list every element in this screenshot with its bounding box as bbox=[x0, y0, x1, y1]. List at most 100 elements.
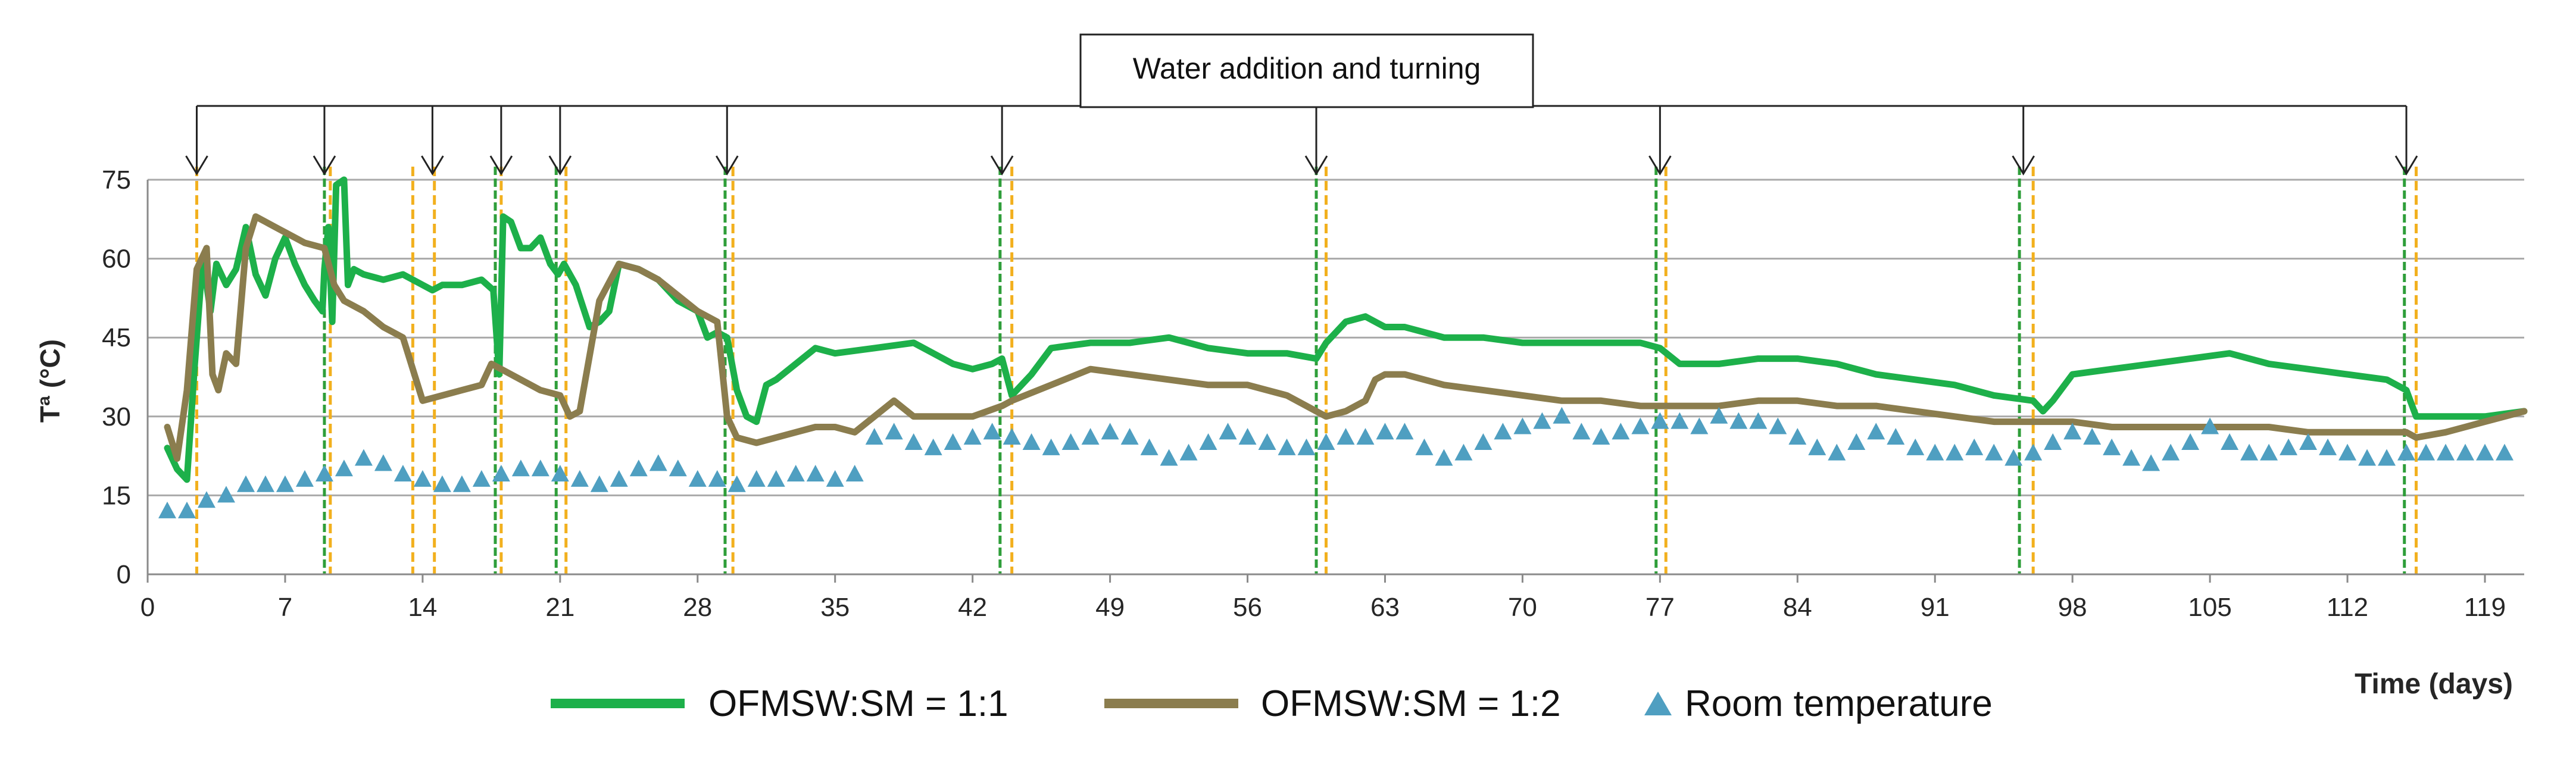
room-temp-point bbox=[2496, 443, 2514, 461]
room-temp-point bbox=[649, 454, 667, 471]
room-temp-point bbox=[845, 465, 864, 482]
room-temp-point bbox=[806, 465, 825, 482]
annotation-arrowhead bbox=[548, 155, 572, 176]
room-temp-point bbox=[2044, 433, 2062, 450]
legend: OFMSW:SM = 1:1 OFMSW:SM = 1:2 Room tempe… bbox=[551, 683, 1993, 724]
x-tick-label: 28 bbox=[683, 593, 712, 622]
x-tick-label: 42 bbox=[958, 593, 987, 622]
room-temp-point bbox=[1415, 438, 1434, 455]
room-temp-point bbox=[2437, 443, 2455, 461]
room-temp-point bbox=[2142, 454, 2160, 471]
y-axis-title: Tª (°C) bbox=[35, 339, 65, 423]
room-temp-point bbox=[944, 433, 962, 450]
room-temp-point bbox=[1690, 417, 1709, 434]
annotation-arrowhead bbox=[2394, 155, 2418, 176]
room-temp-point bbox=[1965, 438, 1984, 455]
room-temp-point bbox=[767, 470, 785, 487]
room-temp-point bbox=[531, 459, 549, 477]
room-temp-point bbox=[983, 423, 1001, 440]
x-tick-label: 21 bbox=[545, 593, 574, 622]
room-temp-point bbox=[1729, 412, 1748, 429]
room-temp-point bbox=[1553, 406, 1571, 424]
room-temp-point bbox=[2024, 443, 2043, 461]
axes: 0 15 30 45 60 75 0 7 14 21 28 35 42 49 56 63 70 77 84 91 98 1… bbox=[102, 165, 2524, 622]
room-temp-point bbox=[1808, 438, 1826, 455]
room-temp-point bbox=[2260, 443, 2278, 461]
room-temp-point bbox=[590, 475, 608, 492]
annotation-arrowhead bbox=[313, 155, 336, 176]
room-temp-point bbox=[1769, 417, 1787, 434]
x-tick-label: 49 bbox=[1095, 593, 1125, 622]
annotation-arrowhead bbox=[1648, 155, 1672, 176]
room-temp-point bbox=[865, 428, 883, 445]
room-temp-point bbox=[2456, 443, 2475, 461]
room-temp-point bbox=[1278, 438, 1296, 455]
room-temp-point bbox=[1376, 423, 1394, 440]
room-temp-point bbox=[177, 501, 196, 518]
room-temp-point bbox=[2319, 438, 2337, 455]
room-temp-point bbox=[1985, 443, 2003, 461]
room-temp-point bbox=[727, 475, 746, 492]
room-temp-point bbox=[2417, 443, 2436, 461]
gridlines bbox=[148, 179, 2524, 496]
annotation-arrowhead bbox=[1304, 155, 1328, 176]
annotation-arrowhead bbox=[2012, 155, 2035, 176]
x-tick-label: 112 bbox=[2327, 593, 2368, 622]
room-temp-point bbox=[1081, 428, 1100, 445]
x-tick-label: 35 bbox=[820, 593, 850, 622]
room-temp-point bbox=[1317, 433, 1335, 450]
room-temp-point bbox=[2397, 443, 2416, 461]
room-temp-point bbox=[335, 459, 353, 477]
room-temp-point bbox=[1022, 433, 1041, 450]
room-temp-point bbox=[256, 475, 274, 492]
room-temp-point bbox=[2181, 433, 2200, 450]
y-tick-label: 0 bbox=[117, 560, 131, 589]
room-temp-point bbox=[885, 423, 903, 440]
room-temp-point bbox=[1140, 438, 1159, 455]
room-temp-point bbox=[570, 470, 589, 487]
room-temp-point bbox=[1120, 428, 1139, 445]
room-temp-point bbox=[1513, 417, 1532, 434]
room-temp-point bbox=[492, 465, 510, 482]
x-tick-label: 7 bbox=[278, 593, 292, 622]
room-temp-point bbox=[963, 428, 982, 445]
room-temp-point bbox=[1061, 433, 1080, 450]
x-tick-label: 63 bbox=[1370, 593, 1400, 622]
annotation-arrowhead bbox=[990, 155, 1014, 176]
room-temp-point bbox=[1337, 428, 1355, 445]
room-temp-point bbox=[1651, 412, 1669, 429]
room-temp-point bbox=[2162, 443, 2180, 461]
y-tick-label: 45 bbox=[102, 323, 131, 352]
room-temp-point bbox=[2004, 449, 2023, 466]
room-temp-point bbox=[2280, 438, 2298, 455]
room-temp-point bbox=[629, 459, 648, 477]
room-temp-point bbox=[1572, 423, 1591, 440]
room-temp-point bbox=[1494, 423, 1512, 440]
room-temp-point bbox=[1946, 443, 1964, 461]
room-temp-point bbox=[315, 465, 333, 482]
room-temp-point bbox=[1867, 423, 1885, 440]
annotation-arrowhead bbox=[715, 155, 739, 176]
y-tick-label: 60 bbox=[102, 245, 131, 274]
room-temp-point bbox=[2358, 449, 2377, 466]
room-temp-point bbox=[904, 433, 923, 450]
x-tick-label: 119 bbox=[2464, 593, 2506, 622]
x-tick-label: 14 bbox=[408, 593, 437, 622]
room-temp-point bbox=[1828, 443, 1846, 461]
room-temp-point bbox=[551, 465, 569, 482]
room-temp-point bbox=[2338, 443, 2357, 461]
room-temp-point bbox=[2221, 433, 2239, 450]
room-temp-point bbox=[158, 501, 176, 518]
annotation-arrowhead bbox=[421, 155, 444, 176]
room-temp-point bbox=[354, 449, 373, 466]
room-temp-point bbox=[786, 465, 805, 482]
room-temp-point bbox=[2083, 428, 2102, 445]
room-temp-point bbox=[197, 491, 216, 508]
series-line-ofmsw-1-1 bbox=[164, 176, 2528, 483]
room-temp-point bbox=[924, 438, 942, 455]
room-temp-point bbox=[1219, 423, 1237, 440]
room-temp-point bbox=[236, 475, 255, 492]
x-tick-label: 77 bbox=[1645, 593, 1675, 622]
room-temp-point bbox=[295, 470, 314, 487]
room-temp-point bbox=[413, 470, 432, 487]
